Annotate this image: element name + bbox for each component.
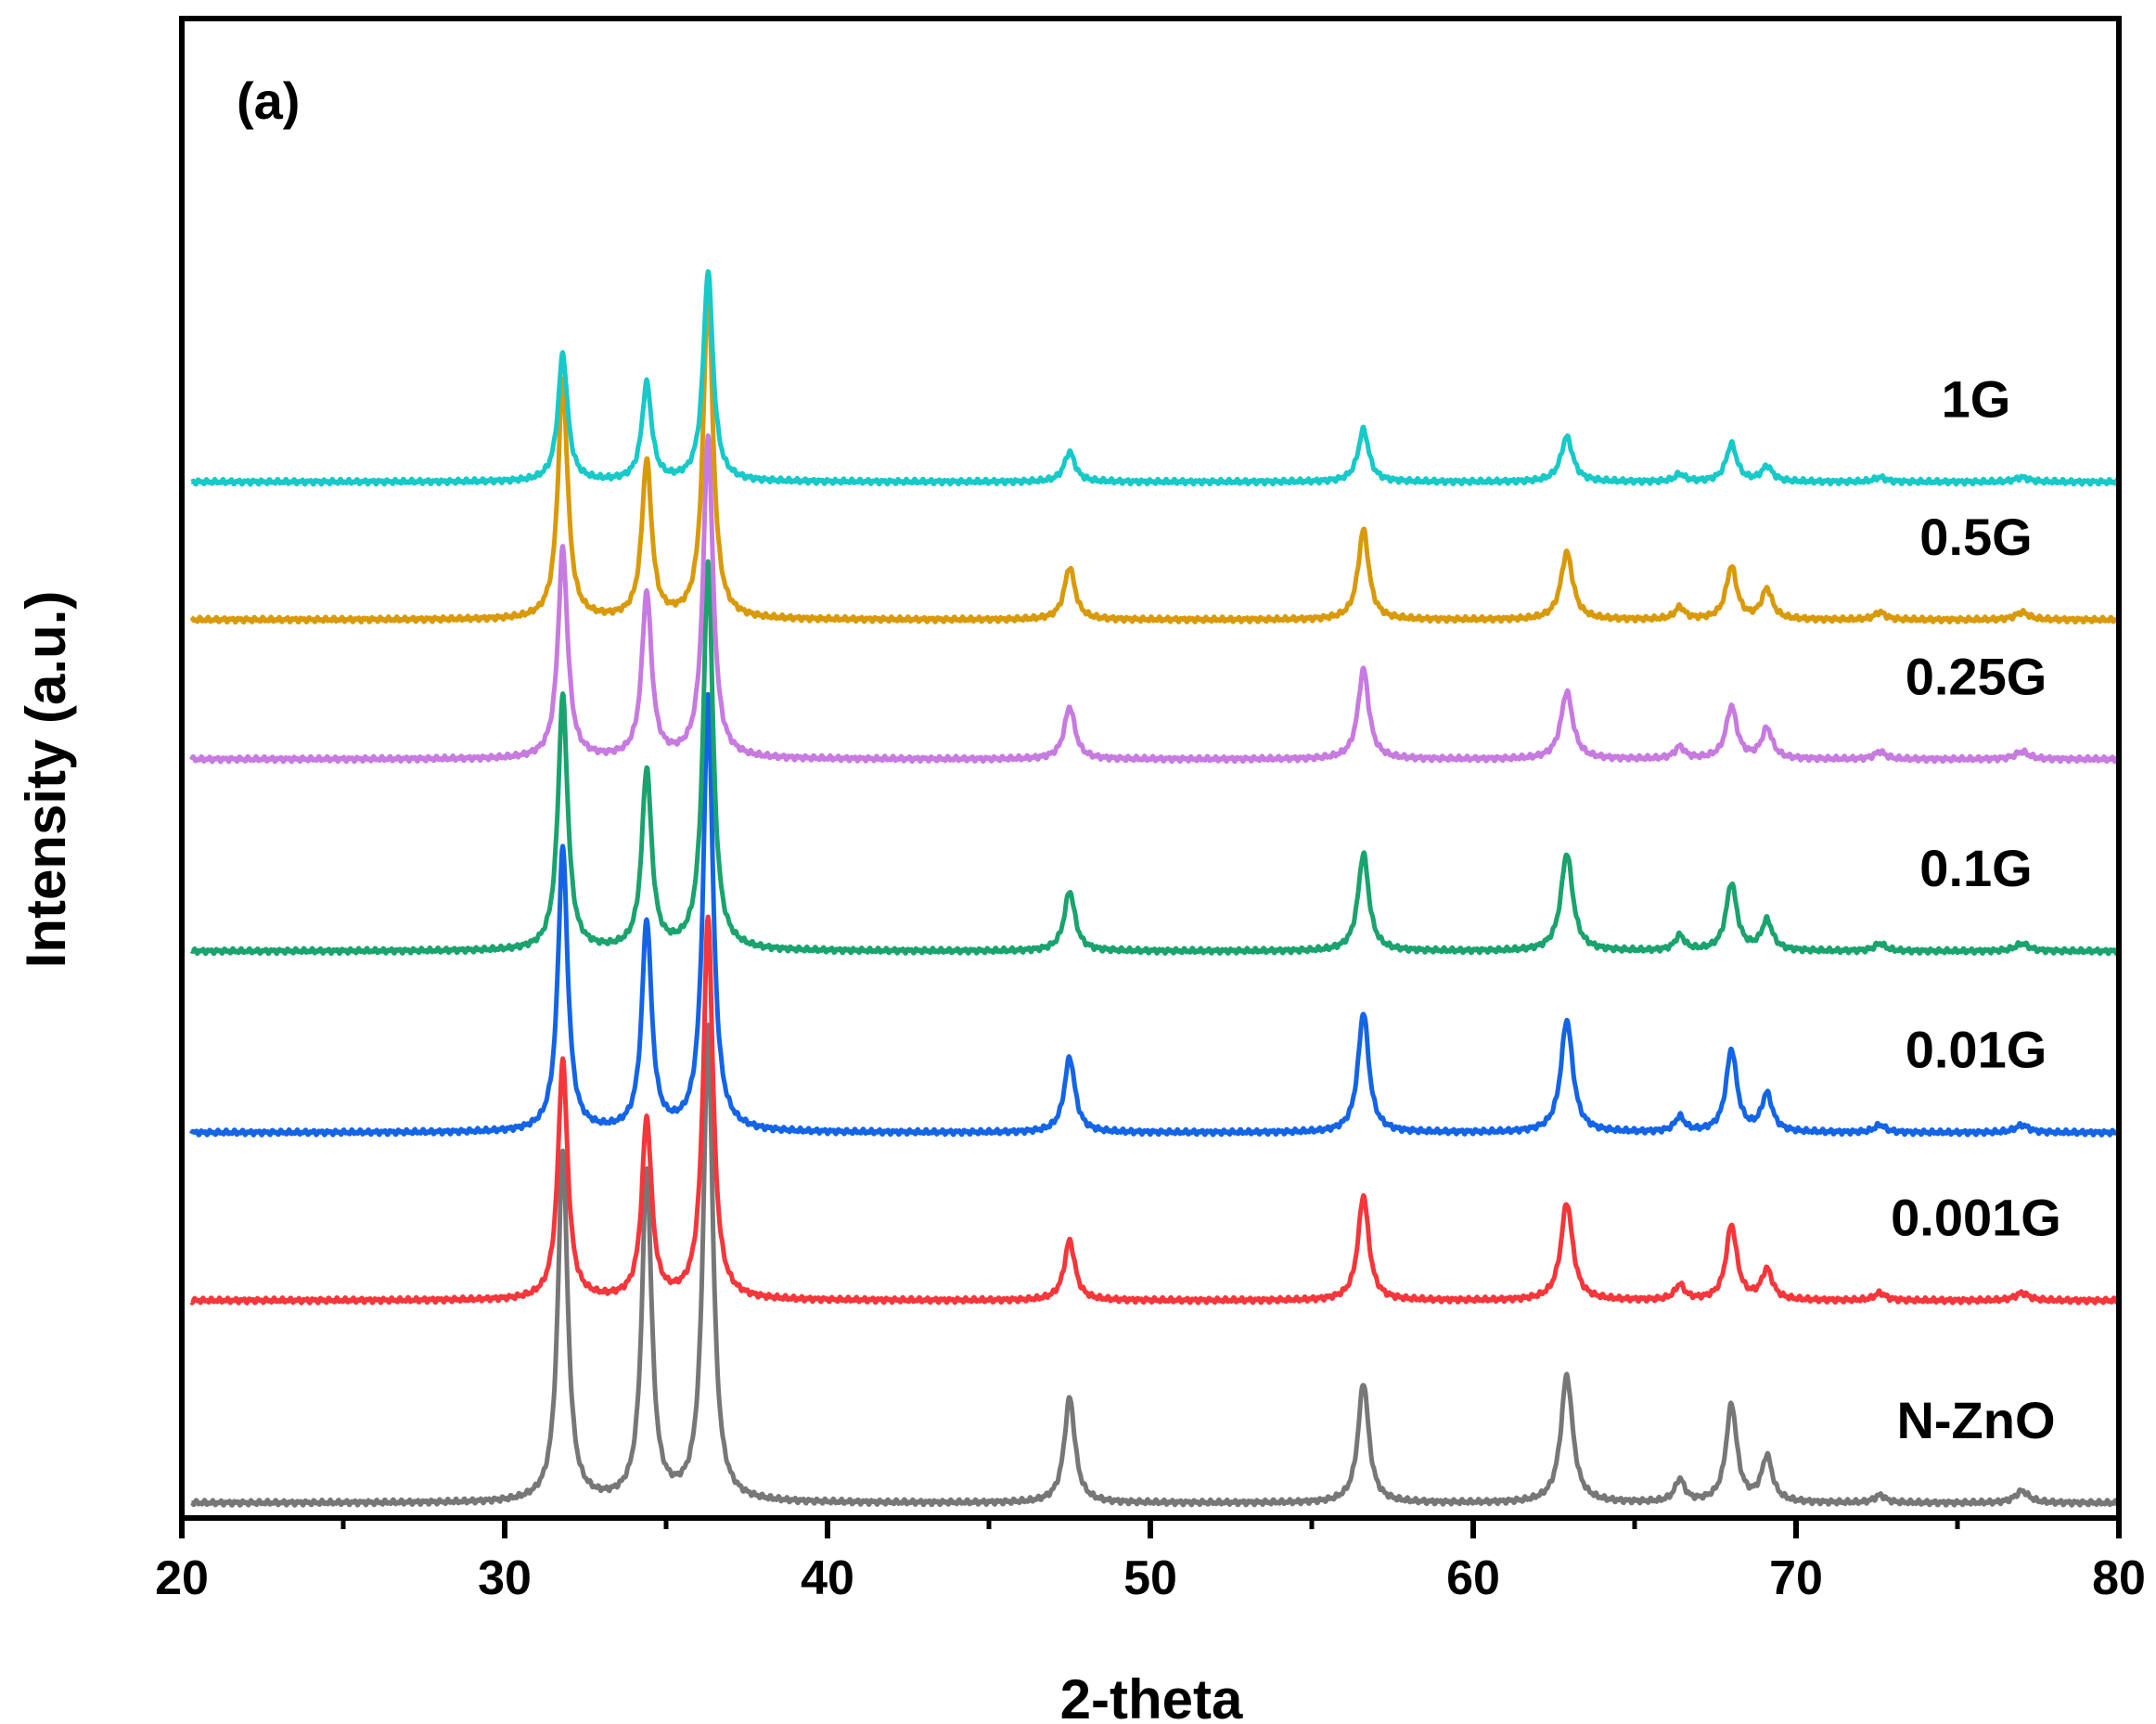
- series-label: 0.01G: [1906, 1021, 2047, 1079]
- series-line-0.1G: [189, 559, 2122, 957]
- x-tick-label: 70: [1769, 1551, 1823, 1605]
- x-tick-label: 60: [1446, 1551, 1500, 1605]
- x-tick-label: 20: [155, 1551, 209, 1605]
- x-tick-label: 40: [801, 1551, 854, 1605]
- y-axis-title: Intensity (a.u.): [15, 591, 77, 969]
- series-line-0.5G: [189, 287, 2122, 625]
- x-tick-label: 30: [478, 1551, 532, 1605]
- series-label: N-ZnO: [1896, 1391, 2055, 1449]
- series-0.001G: 0.001G: [189, 914, 2121, 1306]
- series-layer: N-ZnO 0.001G 0.01G 0.1G 0.25G 0.5G 1G: [189, 269, 2122, 1508]
- x-tick-label: 50: [1123, 1551, 1177, 1605]
- series-label: 0.1G: [1919, 839, 2032, 897]
- series-0.1G: 0.1G: [189, 559, 2122, 957]
- series-0.5G: 0.5G: [189, 287, 2122, 625]
- series-label: 0.25G: [1906, 647, 2047, 705]
- series-line-0.001G: [189, 914, 2121, 1306]
- series-0.01G: 0.01G: [189, 691, 2121, 1138]
- series-label: 0.001G: [1891, 1189, 2061, 1247]
- x-tick-label: 80: [2092, 1551, 2146, 1605]
- series-N-ZnO: N-ZnO: [189, 1023, 2122, 1508]
- axes-layer: 20 30 40 50 60 70 80: [155, 16, 2146, 1605]
- panel-label: (a): [237, 71, 300, 130]
- series-0.25G: 0.25G: [189, 433, 2121, 765]
- x-axis-title: 2-theta: [1060, 1668, 1243, 1724]
- series-line-N-ZnO: [189, 1023, 2122, 1508]
- series-label: 1G: [1942, 369, 2011, 428]
- series-line-0.01G: [189, 691, 2121, 1138]
- series-line-1G: [189, 269, 2122, 487]
- series-1G: 1G: [189, 269, 2122, 487]
- series-label: 0.5G: [1919, 508, 2032, 566]
- series-line-0.25G: [189, 433, 2121, 765]
